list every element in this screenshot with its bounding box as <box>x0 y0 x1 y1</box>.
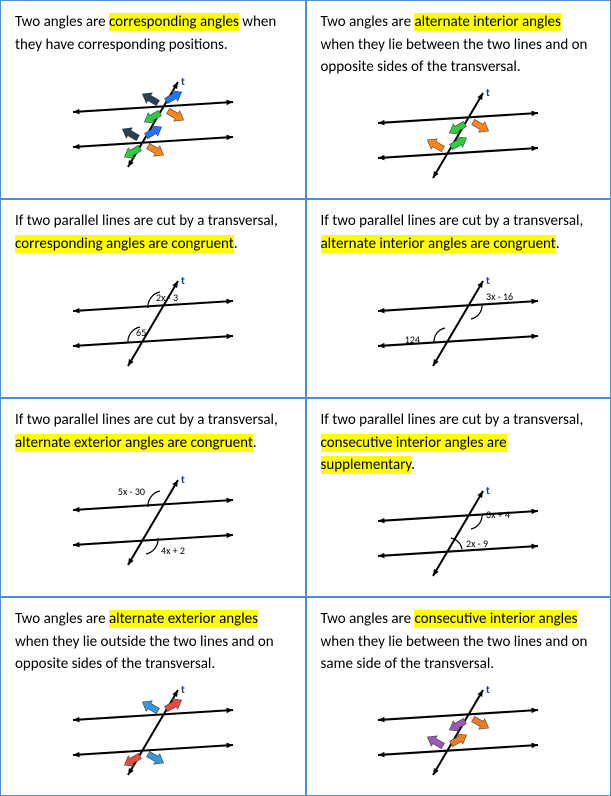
svg-text:65: 65 <box>136 326 146 339</box>
text-pre: If two parallel lines are cut by a trans… <box>321 212 584 230</box>
svg-text:2x - 3: 2x - 3 <box>156 291 178 304</box>
cell-text: Two angles are alternate exterior angles… <box>15 608 291 676</box>
diagram-corresponding: t <box>15 56 291 188</box>
svg-text:t: t <box>181 473 185 486</box>
text-pre: Two angles are <box>321 610 415 628</box>
text-highlight: consecutive interior angles <box>414 610 577 628</box>
svg-text:3x + 4: 3x + 4 <box>486 508 510 521</box>
svg-text:t: t <box>181 274 185 287</box>
cell-5: If two parallel lines are cut by a trans… <box>306 398 611 597</box>
diagram-expr_alt_interior: t 3x - 16 124 <box>321 255 597 387</box>
svg-text:t: t <box>486 86 490 99</box>
text-pre: If two parallel lines are cut by a trans… <box>15 212 278 230</box>
text-highlight: alternate interior angles are congruent <box>321 235 556 253</box>
text-pre: If two parallel lines are cut by a trans… <box>15 411 278 429</box>
cell-text: Two angles are consecutive interior angl… <box>321 608 597 676</box>
text-highlight: corresponding angles <box>109 13 239 31</box>
cell-7: Two angles are consecutive interior angl… <box>306 597 611 796</box>
text-post: . <box>234 235 238 253</box>
text-highlight: alternate interior angles <box>414 13 560 31</box>
svg-text:t: t <box>486 274 490 287</box>
svg-text:t: t <box>181 683 185 696</box>
cell-2: If two parallel lines are cut by a trans… <box>0 199 306 398</box>
svg-text:3x - 16: 3x - 16 <box>486 290 513 303</box>
svg-text:4x + 2: 4x + 2 <box>161 544 185 557</box>
cell-text: If two parallel lines are cut by a trans… <box>15 409 291 454</box>
diagram-alt_interior: t <box>321 79 597 189</box>
cell-text: If two parallel lines are cut by a trans… <box>321 210 597 255</box>
cell-text: If two parallel lines are cut by a trans… <box>321 409 597 477</box>
text-post: . <box>253 434 257 452</box>
text-highlight: alternate exterior angles <box>109 610 258 628</box>
text-pre: Two angles are <box>15 610 109 628</box>
cell-text: Two angles are corresponding angles when… <box>15 11 291 56</box>
text-post: when they lie between the two lines and … <box>321 633 588 674</box>
cell-6: Two angles are alternate exterior angles… <box>0 597 306 796</box>
cell-text: If two parallel lines are cut by a trans… <box>15 210 291 255</box>
diagram-expr_consecutive: t 3x + 4 2x - 9 <box>321 477 597 587</box>
svg-text:t: t <box>486 683 490 696</box>
svg-text:t: t <box>486 484 490 497</box>
svg-text:5x - 30: 5x - 30 <box>118 485 145 498</box>
text-highlight: alternate exterior angles are congruent <box>15 434 253 452</box>
text-post: when they lie outside the two lines and … <box>15 633 274 674</box>
diagram-expr_alt_exterior: t 5x - 30 4x + 2 <box>15 454 291 586</box>
text-pre: If two parallel lines are cut by a trans… <box>321 411 584 429</box>
text-highlight: corresponding angles are congruent <box>15 235 234 253</box>
svg-text:2x - 9: 2x - 9 <box>466 537 488 550</box>
text-pre: Two angles are <box>321 13 415 31</box>
cell-1: Two angles are alternate interior angles… <box>306 0 611 199</box>
text-post: . <box>556 235 560 253</box>
cell-3: If two parallel lines are cut by a trans… <box>306 199 611 398</box>
text-pre: Two angles are <box>15 13 109 31</box>
svg-text:124: 124 <box>405 333 420 346</box>
diagram-expr_corresponding: t2x - 3 65 <box>15 255 291 387</box>
text-post: when they lie between the two lines and … <box>321 36 588 77</box>
text-post: . <box>411 456 415 474</box>
cell-4: If two parallel lines are cut by a trans… <box>0 398 306 597</box>
diagram-alt_exterior: t <box>15 676 291 786</box>
svg-text:t: t <box>181 75 185 88</box>
cell-text: Two angles are alternate interior angles… <box>321 11 597 79</box>
cell-0: Two angles are corresponding angles when… <box>0 0 306 199</box>
diagram-consecutive: t <box>321 676 597 786</box>
